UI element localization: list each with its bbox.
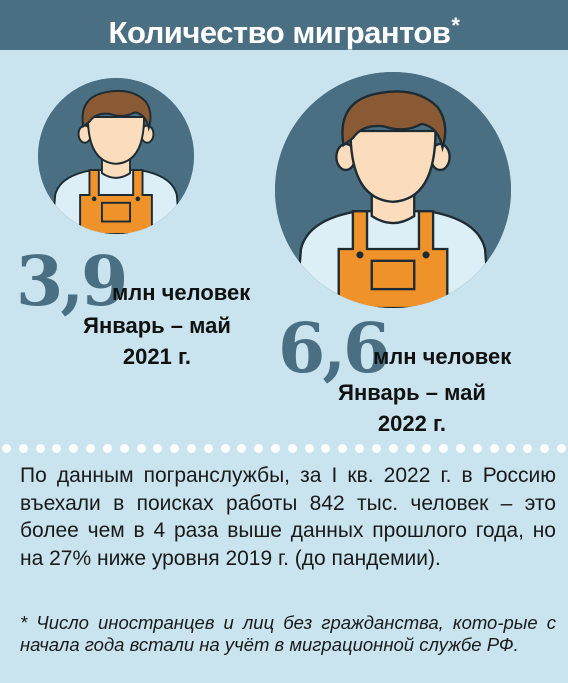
dotted-divider [0, 444, 568, 454]
divider-dot [287, 444, 297, 453]
divider-dot [86, 444, 96, 453]
divider-dot [355, 444, 365, 453]
divider-dot [52, 444, 62, 453]
divider-dot [69, 444, 79, 453]
footnote: * Число иностранцев и лиц без гражданств… [20, 612, 556, 655]
divider-dot [304, 444, 314, 453]
divider-dot [338, 444, 348, 453]
divider-dot [254, 444, 264, 453]
divider-dot [2, 444, 11, 453]
divider-dot [321, 444, 331, 453]
divider-dot [153, 444, 163, 453]
divider-dot [506, 444, 516, 453]
divider-dot [388, 444, 398, 453]
divider-dot [489, 444, 499, 453]
stat-2022-number: 6,6 [278, 309, 390, 389]
stat-2022-unit: млн человек [373, 344, 512, 369]
divider-dot [186, 444, 196, 453]
divider-dot [405, 444, 415, 453]
worker-icon-2022 [275, 72, 511, 308]
divider-dot [523, 444, 533, 453]
divider-dot [556, 444, 566, 453]
worker-icon-2021 [38, 78, 194, 234]
stat-2021-period-line1: Январь – май [83, 313, 231, 338]
stat-2022-period-line2: 2022 г. [377, 411, 447, 436]
title-asterisk: * [451, 13, 460, 38]
stat-2022-period: Январь – май 2022 г. [312, 377, 512, 439]
stat-2021-period-line2: 2021 г. [122, 344, 192, 369]
divider-dot [271, 444, 280, 453]
divider-dot [136, 444, 146, 453]
divider-dot [119, 444, 129, 453]
divider-dot [472, 444, 482, 453]
stat-2022-period-line1: Январь – май [338, 380, 486, 405]
title-text: Количество мигрантов [108, 15, 451, 50]
divider-dot [422, 444, 432, 453]
page-title: Количество мигрантов* [0, 0, 568, 50]
divider-dot [203, 444, 213, 453]
stat-2021-period: Январь – май 2021 г. [62, 310, 252, 372]
divider-dot [540, 444, 549, 453]
divider-dot [18, 444, 28, 453]
divider-dot [35, 444, 45, 453]
body-text: По данным погранслужбы, за I кв. 2022 г.… [20, 464, 556, 570]
title-bar [0, 0, 568, 50]
worker-icon [275, 72, 511, 308]
divider-dot [371, 444, 381, 453]
stat-2021-unit: млн человек [112, 280, 251, 305]
stat-2021-number: 3,9 [16, 242, 128, 322]
divider-dot [102, 444, 112, 453]
divider-dot [170, 444, 180, 453]
divider-dot [237, 444, 247, 453]
divider-dot [455, 444, 465, 453]
divider-dot [220, 444, 230, 453]
worker-icon [38, 78, 194, 234]
divider-dot [439, 444, 449, 453]
